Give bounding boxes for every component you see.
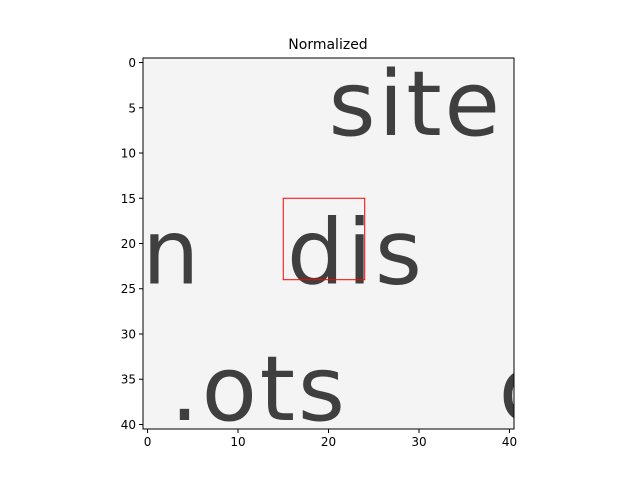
x-tick-label-0: 0 bbox=[144, 435, 152, 449]
x-tick-label-1: 10 bbox=[230, 435, 245, 449]
heatmap-text-3: .ots bbox=[170, 337, 348, 442]
y-tick-label-0: 0 bbox=[128, 56, 136, 70]
y-tick-label-8: 40 bbox=[121, 418, 136, 432]
annotation-rectangle-0 bbox=[282, 197, 366, 281]
y-tick-label-3: 15 bbox=[121, 192, 136, 206]
y-tick-label-5: 25 bbox=[121, 282, 136, 296]
x-tick-label-4: 40 bbox=[502, 435, 517, 449]
heatmap-text-2: dis bbox=[287, 200, 425, 305]
y-tick-label-4: 20 bbox=[121, 237, 136, 251]
y-tick-label-6: 30 bbox=[121, 327, 136, 341]
y-tick-label-2: 10 bbox=[121, 147, 136, 161]
heatmap-text-0: site bbox=[329, 52, 503, 157]
heatmap-text-4: o bbox=[499, 337, 557, 442]
x-tick-label-3: 30 bbox=[411, 435, 426, 449]
heatmap-text-1: n bbox=[142, 200, 202, 305]
heatmap-image bbox=[143, 58, 514, 429]
y-tick-label-1: 5 bbox=[128, 101, 136, 115]
x-tick-label-2: 20 bbox=[321, 435, 336, 449]
y-tick-label-7: 35 bbox=[121, 373, 136, 387]
chart-title: Normalized bbox=[288, 37, 367, 53]
